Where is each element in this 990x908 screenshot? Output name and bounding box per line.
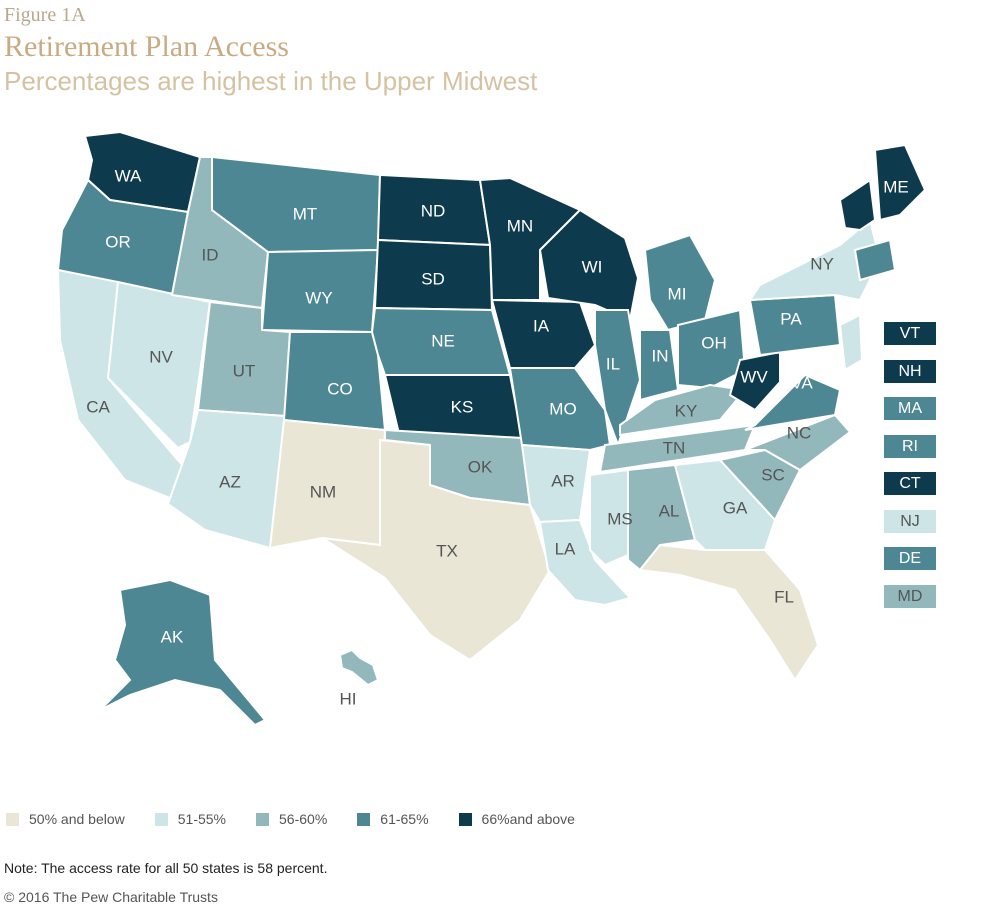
state-ny [748, 218, 882, 302]
state-njdemd [838, 313, 864, 372]
state-box-ri: RI [884, 434, 936, 458]
legend-label: 51-55% [177, 811, 227, 827]
legend-item: 66%and above [458, 811, 575, 827]
state-box-ma: MA [884, 397, 936, 420]
legend-swatch [154, 812, 168, 826]
state-label-ia: IA [533, 316, 550, 335]
state-ak [99, 578, 267, 727]
state-label-ga: GA [723, 498, 748, 517]
state-label-tn: TN [663, 438, 686, 457]
legend-label: 61-65% [380, 811, 429, 827]
figure-label: Figure 1A [4, 4, 86, 26]
legend-swatch [256, 812, 270, 826]
state-mi [643, 233, 717, 332]
state-label-va: VA [791, 373, 813, 392]
state-ia [490, 298, 597, 369]
state-fl [638, 543, 820, 682]
state-label-ut: UT [233, 361, 256, 380]
state-label-co: CO [327, 379, 353, 398]
state-label-mn: MN [507, 216, 533, 235]
state-hi [338, 648, 380, 687]
state-label-oh: OH [701, 333, 727, 352]
state-label-mo: MO [549, 399, 576, 418]
state-label-sc: SC [761, 465, 785, 484]
legend-label: 56-60% [279, 811, 328, 827]
state-label-ks: KS [451, 397, 474, 416]
state-box-vt: VT [884, 322, 936, 345]
state-nc [744, 413, 852, 472]
state-label-ak: AK [161, 627, 184, 646]
state-label-mi: MI [668, 284, 687, 303]
state-label-wy: WY [305, 288, 332, 307]
state-label-hi: HI [340, 689, 357, 708]
state-label-wa: WA [115, 166, 142, 185]
state-label-tx: TX [436, 541, 458, 560]
state-label-wi: WI [582, 257, 603, 276]
states-layer [56, 130, 927, 727]
legend-item: 51-55% [154, 811, 227, 827]
state-label-pa: PA [780, 309, 802, 328]
state-va [744, 373, 842, 431]
legend-label: 50% and below [29, 811, 125, 827]
state-label-me: ME [883, 177, 909, 196]
state-label-in: IN [652, 346, 669, 365]
state-box-md: MD [884, 584, 936, 608]
state-label-ar: AR [551, 471, 575, 490]
state-co [282, 331, 387, 432]
state-wi [538, 208, 640, 322]
state-label-ms: MS [607, 509, 633, 528]
note: Note: The access rate for all 50 states … [4, 860, 328, 876]
state-in [639, 329, 680, 402]
state-label-id: ID [202, 245, 219, 264]
state-ms [589, 468, 629, 567]
state-label-nv: NV [149, 347, 173, 366]
state-label-az: AZ [219, 472, 241, 491]
legend-swatch [458, 812, 472, 826]
legend-item: 61-65% [357, 811, 429, 827]
us-map: WA OR CA NV ID MT WY UT AZ CO NM ND SD NE KS OK TX MN IA MO… [56, 130, 927, 727]
state-label-sd: SD [421, 269, 445, 288]
state-mn [478, 176, 582, 301]
state-me [873, 143, 927, 222]
map-subtitle: Percentages are highest in the Upper Mid… [4, 66, 538, 96]
state-box-de: DE [884, 547, 936, 570]
state-marict [853, 238, 897, 282]
state-vtnh [838, 178, 877, 232]
state-label-nc: NC [787, 423, 812, 442]
legend-label: 66%and above [481, 811, 575, 827]
state-label-ne: NE [431, 331, 455, 350]
state-label-nd: ND [421, 201, 446, 220]
legend-swatch [6, 812, 19, 826]
state-label-al: AL [659, 501, 680, 520]
state-label-mt: MT [293, 204, 318, 223]
legend: 50% and below 51-55% 56-60% 61-65% 66%and ab… [6, 811, 605, 827]
legend-swatch [357, 812, 371, 826]
state-box-ct: CT [884, 472, 936, 495]
state-label-wv: WV [740, 367, 768, 386]
state-oh [677, 308, 747, 390]
state-label-ky: KY [675, 401, 698, 420]
state-label-ok: OK [468, 457, 493, 476]
state-label-nm: NM [310, 482, 336, 501]
legend-item: 56-60% [256, 811, 327, 827]
state-label-fl: FL [774, 587, 794, 606]
copyright: © 2016 The Pew Charitable Trusts [4, 889, 218, 905]
state-tx [321, 438, 552, 662]
state-label-ca: CA [86, 397, 110, 416]
state-label-or: OR [105, 232, 131, 251]
state-label-ny: NY [810, 254, 834, 273]
legend-item: 50% and below [6, 811, 125, 827]
state-la [538, 518, 632, 607]
labels-layer: WA OR CA NV ID MT WY UT AZ CO NM ND SD NE KS OK TX MN IA MO… [86, 166, 909, 708]
state-box-nh: NH [884, 359, 936, 383]
state-label-la: LA [555, 539, 576, 558]
state-label-il: IL [606, 354, 620, 373]
map-title: Retirement Plan Access [4, 30, 289, 63]
state-box-nj: NJ [884, 509, 936, 533]
